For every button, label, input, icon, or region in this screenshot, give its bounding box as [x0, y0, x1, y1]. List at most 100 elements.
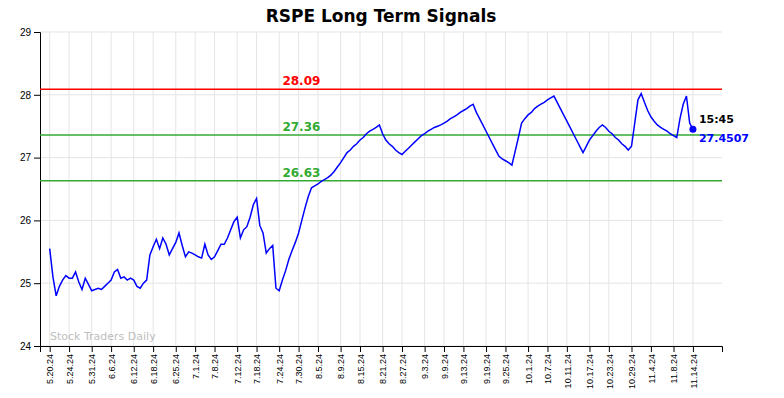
- tick-label: 24: [20, 341, 32, 352]
- tick: 6.6.24: [107, 346, 117, 379]
- tick-mark: [463, 346, 464, 352]
- tick: 7.30.24: [294, 346, 304, 384]
- tick-mark: [134, 346, 135, 352]
- tick-label: 9.19.24: [482, 354, 492, 384]
- tick: 8.21.24: [378, 346, 388, 384]
- tick-label: 8.21.24: [378, 354, 388, 384]
- tick-mark: [589, 346, 590, 352]
- grid-line: [505, 32, 506, 346]
- tick: 9.3.24: [420, 346, 430, 379]
- grid-line: [175, 32, 176, 346]
- tick: 28: [20, 90, 40, 101]
- grid-line: [279, 32, 280, 346]
- tick-mark: [176, 346, 177, 352]
- tick: 7.18.24: [252, 346, 262, 384]
- tick-label: 10.11.24: [563, 354, 573, 388]
- reference-line: [40, 180, 722, 182]
- grid-line: [133, 32, 134, 346]
- tick-label: 7.18.24: [252, 354, 262, 384]
- tick-mark: [505, 346, 506, 352]
- tick-label: 9.3.24: [420, 354, 430, 379]
- plot: 2425262728295.20.245.24.245.31.246.6.246…: [20, 27, 749, 389]
- grid-line: [195, 32, 196, 346]
- reference-line: [40, 88, 722, 90]
- tick-label: 6.12.24: [129, 354, 139, 384]
- tick-label: 10.17.24: [585, 354, 595, 389]
- tick: 5.31.24: [87, 346, 97, 384]
- tick-mark: [215, 346, 216, 352]
- tick-mark: [34, 158, 40, 159]
- grid-line: [650, 32, 651, 346]
- tick-mark: [34, 283, 40, 284]
- grid-line: [692, 32, 693, 346]
- annotation: 26.63: [282, 166, 320, 180]
- tick: 24: [20, 341, 40, 352]
- tick-label: 5.31.24: [87, 354, 97, 384]
- tick-label: 8.15.24: [356, 354, 366, 384]
- tick-label: 7.12.24: [233, 354, 243, 384]
- tick-label: 28: [20, 90, 32, 101]
- tick-mark: [195, 346, 196, 352]
- grid-line: [40, 283, 722, 284]
- tick-mark: [528, 346, 529, 352]
- last-point: [689, 126, 696, 133]
- tick-label: 8.5.24: [314, 354, 324, 379]
- grid-line: [589, 32, 590, 346]
- tick: 11.8.24: [669, 346, 679, 383]
- price-line: [50, 94, 693, 296]
- tick: 10.23.24: [605, 346, 615, 389]
- tick-label: 11.14.24: [689, 354, 699, 388]
- tick-mark: [547, 346, 548, 352]
- tick: 10.11.24: [563, 346, 573, 388]
- grid-line: [340, 32, 341, 346]
- axis-line: [34, 33, 41, 347]
- grid: [40, 32, 722, 346]
- tick: 8.5.24: [314, 346, 324, 379]
- tick-label: 6.6.24: [107, 354, 117, 379]
- tick: 7.8.24: [210, 346, 220, 379]
- tick-mark: [360, 346, 361, 352]
- tick-label: 27: [20, 152, 32, 163]
- tick-mark: [486, 346, 487, 352]
- tick: 7.1.24: [191, 346, 201, 379]
- tick: 10.29.24: [627, 346, 637, 389]
- tick-mark: [279, 346, 280, 352]
- tick-label: 9.25.24: [501, 354, 511, 384]
- grid-line: [547, 32, 548, 346]
- tick-mark: [341, 346, 342, 352]
- tick: 10.17.24: [585, 346, 595, 389]
- grid-line: [566, 32, 567, 346]
- tick-label: 7.1.24: [191, 354, 201, 379]
- tick-label: 11.4.24: [647, 354, 657, 383]
- tick-mark: [651, 346, 652, 352]
- annotation: 27.36: [282, 120, 320, 134]
- grid-line: [49, 32, 50, 346]
- grid-line: [40, 94, 722, 95]
- tick: 6.18.24: [149, 346, 159, 384]
- tick-mark: [318, 346, 319, 352]
- y-axis: 242526272829: [20, 27, 41, 352]
- tick: 25: [20, 278, 40, 289]
- marks: [40, 89, 722, 296]
- grid-line: [673, 32, 674, 346]
- tick: 6.25.24: [171, 346, 181, 384]
- x-axis: 5.20.245.24.245.31.246.6.246.12.246.18.2…: [41, 346, 723, 389]
- grid-line: [382, 32, 383, 346]
- tick: 7.12.24: [233, 346, 243, 384]
- tick-mark: [92, 346, 93, 352]
- tick: 11.14.24: [689, 346, 699, 388]
- tick-label: 26: [20, 215, 32, 226]
- tick-mark: [153, 346, 154, 352]
- tick-mark: [567, 346, 568, 352]
- tick: 5.20.24: [45, 346, 55, 384]
- reference-line: [40, 134, 722, 136]
- tick-label: 10.29.24: [627, 354, 637, 389]
- tick-label: 6.18.24: [149, 354, 159, 384]
- texts: 28.0927.3626.6315:4527.4507Stock Traders…: [50, 74, 749, 343]
- tick-mark: [425, 346, 426, 352]
- grid-line: [40, 220, 722, 221]
- tick: 8.9.24: [336, 346, 346, 379]
- tick: 8.27.24: [398, 346, 408, 384]
- tick-mark: [34, 346, 40, 347]
- grid-line: [111, 32, 112, 346]
